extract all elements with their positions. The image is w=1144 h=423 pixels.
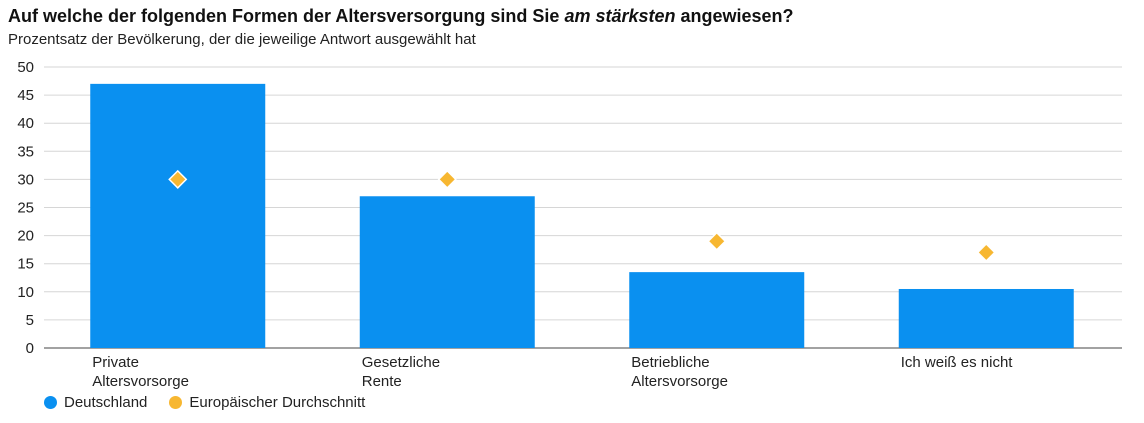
y-tick-label: 10 [17, 284, 34, 301]
y-tick-label: 0 [26, 340, 34, 357]
y-tick-label: 30 [17, 171, 34, 188]
y-tick-label: 15 [17, 256, 34, 273]
legend-label-europa: Europäischer Durchschnitt [189, 394, 366, 411]
chart-title-part: angewiesen? [675, 6, 794, 26]
legend: Deutschland Europäischer Durchschnitt [44, 394, 365, 411]
bar-deutschland [359, 196, 535, 348]
legend-item-europa: Europäischer Durchschnitt [169, 394, 365, 411]
y-tick-label: 40 [17, 115, 34, 132]
legend-label-deutschland: Deutschland [64, 394, 148, 411]
marker-europa [168, 169, 188, 189]
x-tick-label: Gesetzliche Rente [362, 354, 440, 390]
chart-title: Auf welche der folgenden Formen der Alte… [8, 6, 794, 27]
y-tick-label: 5 [26, 312, 34, 329]
x-tick-label: Ich weiß es nicht [901, 354, 1014, 371]
x-tick-label: Betriebliche Altersvorsorge [631, 354, 728, 390]
y-tick-label: 45 [17, 87, 34, 104]
legend-swatch-europa [169, 396, 183, 409]
chart-title-part: Auf welche der folgenden Formen der Alte… [8, 6, 565, 26]
legend-swatch-deutschland [44, 396, 57, 409]
bar-deutschland [90, 83, 266, 349]
marker-europa [707, 231, 727, 251]
chart-title-emphasis: am stärksten [564, 6, 676, 26]
y-tick-label: 50 [17, 59, 34, 76]
x-tick-label: Private Altersvorsorge [92, 354, 189, 390]
y-tick-label: 25 [17, 200, 34, 217]
y-tick-label: 20 [17, 228, 34, 245]
chart-subtitle: Prozentsatz der Bevölkerung, der die jew… [8, 31, 476, 48]
y-tick-label: 35 [17, 143, 34, 160]
bar-deutschland [629, 272, 805, 348]
bar-deutschland [898, 288, 1074, 348]
marker-europa [437, 169, 457, 189]
marker-europa [976, 242, 996, 263]
legend-item-deutschland: Deutschland [44, 394, 147, 411]
